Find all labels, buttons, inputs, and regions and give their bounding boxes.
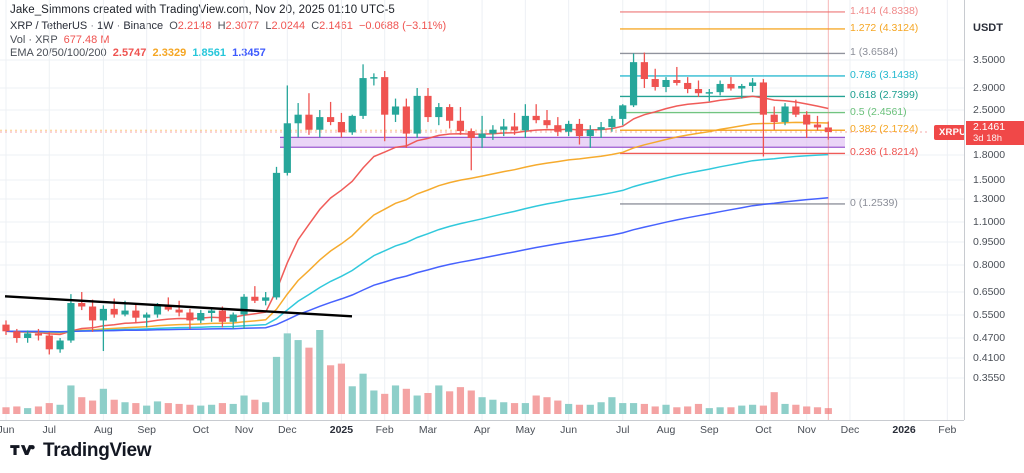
tradingview-brand: TradingView bbox=[43, 440, 152, 461]
legend-volume-row: Vol · XRP 677.48 M bbox=[10, 34, 446, 48]
legend-ema-label[interactable]: EMA 20/50/100/200 bbox=[10, 47, 107, 59]
current-price-countdown: 3d 18h bbox=[973, 133, 1003, 144]
price-axis-tick: 1.3000 bbox=[973, 193, 1006, 205]
time-axis-tick: Jul bbox=[42, 424, 56, 436]
legend-open-label: O bbox=[169, 20, 178, 32]
tradingview-logo-icon bbox=[10, 444, 35, 455]
time-axis-tick: Aug bbox=[94, 424, 113, 436]
legend-open-value: 2.2148 bbox=[177, 20, 212, 32]
price-axis-tick: 0.3550 bbox=[973, 372, 1006, 384]
fib-level-label: 0.5 (2.4561) bbox=[850, 105, 907, 118]
legend-close-value: 2.1461 bbox=[319, 20, 353, 32]
fib-level-label: 1.272 (4.3124) bbox=[850, 21, 919, 34]
time-axis-tick: Nov bbox=[797, 424, 817, 436]
time-axis-tick: Feb bbox=[375, 424, 394, 436]
legend-ema200-value: 1.3457 bbox=[232, 47, 266, 59]
legend-close-label: C bbox=[311, 20, 320, 32]
price-axis-tick: 0.9500 bbox=[973, 236, 1006, 248]
price-plot[interactable] bbox=[0, 0, 964, 420]
legend-symbol[interactable]: XRP / TetherUS bbox=[10, 20, 88, 32]
time-axis-tick: 2025 bbox=[329, 424, 354, 436]
time-axis-tick: Aug bbox=[656, 424, 676, 436]
time-axis-tick: May bbox=[515, 424, 536, 436]
time-axis-tick: Mar bbox=[418, 424, 438, 436]
price-axis-tick: 0.5500 bbox=[973, 309, 1006, 321]
time-axis-tick: Jul bbox=[616, 424, 630, 436]
time-axis-tick: Feb bbox=[938, 424, 957, 436]
price-axis-tick: 0.4100 bbox=[973, 352, 1006, 364]
legend-interval[interactable]: 1W bbox=[97, 20, 114, 32]
time-axis-tick: Oct bbox=[192, 424, 209, 436]
legend-exchange[interactable]: Binance bbox=[123, 20, 164, 32]
fib-level-label: 0.236 (1.8214) bbox=[850, 146, 919, 159]
price-axis-tick: 1.8000 bbox=[973, 149, 1006, 161]
price-axis[interactable]: USDT 3.5000 2.9000 2.5000 1.8000 1.5000 1.300… bbox=[964, 0, 1024, 420]
legend-volume-value: 677.48 M bbox=[63, 33, 110, 46]
time-axis[interactable]: Jun Jul Aug Sep Oct Nov Dec 2025 Feb Mar Apr May Jun… bbox=[0, 420, 964, 442]
chart-legend: XRP / TetherUS · 1W · Binance O2.2148 H2… bbox=[10, 20, 446, 61]
price-axis-tick: 2.5000 bbox=[973, 104, 1006, 116]
legend-ema50-value: 2.3329 bbox=[152, 47, 187, 59]
fib-level-label: 0.382 (2.1724) bbox=[850, 123, 919, 136]
legend-low-label: L bbox=[265, 20, 272, 32]
time-axis-tick: Dec bbox=[840, 424, 860, 436]
legend-symbol-row: XRP / TetherUS · 1W · Binance O2.2148 H2… bbox=[10, 20, 447, 32]
price-axis-unit: USDT bbox=[973, 22, 1003, 34]
price-axis-tick: 0.6500 bbox=[973, 286, 1006, 298]
time-axis-tick: Sep bbox=[699, 424, 719, 436]
tradingview-footer: TradingView bbox=[10, 440, 152, 462]
legend-low-value: 2.0244 bbox=[271, 20, 306, 32]
time-axis-tick: Jun bbox=[560, 424, 578, 436]
legend-high-label: H bbox=[217, 20, 226, 32]
current-price-value: 2.1461 bbox=[973, 121, 1006, 133]
time-axis-tick: 2026 bbox=[892, 424, 916, 436]
legend-volume-label[interactable]: Vol · XRP bbox=[10, 33, 58, 46]
price-axis-tick: 1.1000 bbox=[973, 216, 1006, 228]
legend-high-value: 2.3077 bbox=[225, 20, 260, 32]
price-axis-tick: 0.4700 bbox=[973, 332, 1006, 344]
time-axis-tick: Jun bbox=[0, 424, 15, 436]
fib-level-label: 1 (3.6584) bbox=[850, 46, 898, 59]
time-axis-tick: Apr bbox=[473, 424, 491, 436]
time-axis-tick: Nov bbox=[234, 424, 254, 436]
current-price-tag: 2.1461 3d 18h bbox=[966, 121, 1024, 145]
price-axis-tick: 2.9000 bbox=[973, 82, 1006, 94]
legend-ema20-value: 2.5747 bbox=[112, 47, 147, 59]
fib-level-label: 0 (1.2539) bbox=[850, 196, 898, 209]
price-axis-tick: 1.5000 bbox=[973, 174, 1006, 186]
attribution-text: Jake_Simmons created with TradingView.co… bbox=[10, 4, 395, 16]
fib-level-label: 1.414 (4.8338) bbox=[850, 4, 919, 17]
price-axis-tick: 0.8000 bbox=[973, 259, 1006, 271]
price-axis-tick: 3.5000 bbox=[973, 54, 1006, 66]
legend-change-value: −0.0688 (−3.11%) bbox=[358, 20, 447, 32]
time-axis-tick: Sep bbox=[137, 424, 156, 436]
fib-level-label: 0.786 (3.1438) bbox=[850, 68, 919, 81]
fib-level-label: 0.618 (2.7399) bbox=[850, 89, 919, 102]
time-axis-tick: Oct bbox=[755, 424, 772, 436]
time-axis-tick: Dec bbox=[277, 424, 297, 436]
